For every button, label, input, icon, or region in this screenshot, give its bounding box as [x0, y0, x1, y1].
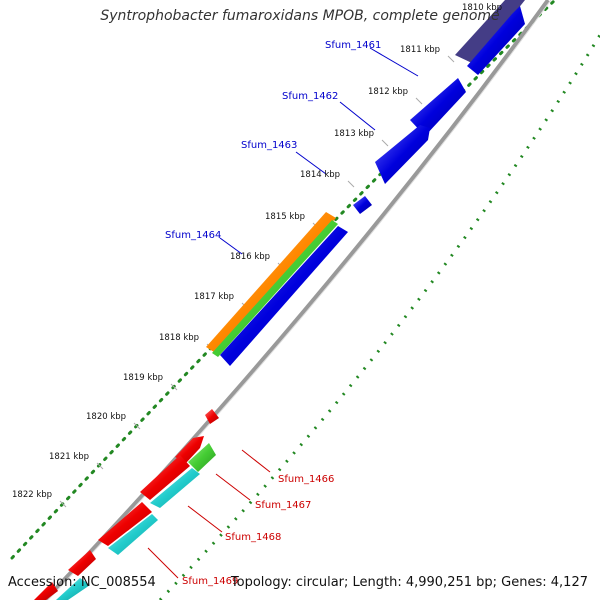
kbp-tick-11 [96, 462, 104, 470]
kbp-label-1818: 1818 kbp [159, 333, 199, 343]
kbp-label-1816: 1816 kbp [230, 252, 270, 262]
kbp-label-1819: 1819 kbp [123, 373, 163, 383]
kbp-label-1817: 1817 kbp [194, 292, 234, 302]
reverse-strand-genes [34, 409, 219, 600]
kbp-label-1814: 1814 kbp [300, 170, 340, 180]
kbp-tick-1 [447, 55, 455, 63]
kbp-tick-10 [133, 422, 141, 430]
gene-arrow-sfum-1462 [410, 78, 466, 136]
kbp-label-1811: 1811 kbp [400, 45, 440, 55]
kbp-label-1821: 1821 kbp [49, 452, 89, 462]
kbp-label-1820: 1820 kbp [86, 412, 126, 422]
gene-green-feature [212, 220, 338, 357]
gene-label-sfum-1467: Sfum_1467 [255, 500, 311, 511]
gene-label-sfum-1466: Sfum_1466 [278, 474, 334, 485]
gene-label-sfum-1462: Sfum_1462 [282, 91, 338, 102]
gene-arrow-sfum-1468-cyan [108, 514, 158, 555]
gene-arrow-sfum-1464 [220, 226, 348, 366]
kbp-tick-3 [381, 139, 389, 147]
gene-label-sfum-1464: Sfum_1464 [165, 230, 221, 241]
inner-dashed-ring [158, 34, 600, 600]
gene-arrow-sfum-1470 [34, 582, 58, 600]
gene-label-sfum-1469: Sfum_1469 [182, 576, 238, 587]
gene-arrow-sfum-1468 [98, 502, 152, 546]
kbp-tick-4 [347, 180, 355, 188]
genome-summary: Topology: circular; Length: 4,990,251 bp… [230, 575, 588, 590]
kbp-label-1813: 1813 kbp [334, 129, 374, 139]
gene-arrow-small-1 [353, 196, 372, 214]
gene-labels: Sfum_1461 Sfum_1462 Sfum_1463 Sfum_1464 … [165, 40, 381, 587]
gene-arrow-small-red [205, 409, 219, 424]
gene-arrow-sfum-1467-green [188, 443, 216, 472]
gene-label-sfum-1461: Sfum_1461 [325, 40, 381, 51]
gene-arrow-sfum-1469 [68, 550, 96, 576]
gene-orange-feature [206, 212, 336, 352]
label-leaders [147, 47, 419, 579]
gene-arrow-sfum-1466 [175, 436, 204, 463]
kbp-tick-9 [170, 383, 178, 391]
gene-label-sfum-1468: Sfum_1468 [225, 532, 281, 543]
kbp-tick-12 [59, 500, 67, 508]
gene-label-sfum-1463: Sfum_1463 [241, 140, 297, 151]
kbp-tick-marks [59, 13, 517, 508]
kbp-labels: 1810 kbp 1811 kbp 1812 kbp 1813 kbp 1814… [12, 3, 502, 500]
kbp-tick-2 [415, 97, 423, 105]
gene-arrow-sfum-1460-faded [455, 0, 525, 64]
kbp-label-1822: 1822 kbp [12, 490, 52, 500]
accession-label: Accession: NC_008554 [8, 575, 156, 590]
gene-arrow-sfum-1463 [375, 125, 430, 184]
kbp-label-1810: 1810 kbp [462, 3, 502, 13]
kbp-label-1812: 1812 kbp [368, 87, 408, 97]
gene-arrow-sfum-1469-cyan [56, 578, 90, 600]
gene-arrow-sfum-1461 [467, 6, 525, 75]
kbp-label-1815: 1815 kbp [265, 212, 305, 222]
gene-arrow-sfum-1466b [140, 455, 190, 500]
forward-strand-genes [206, 0, 525, 366]
gene-arrow-sfum-1467-cyan [150, 468, 200, 508]
genome-title: Syntrophobacter fumaroxidans MPOB, compl… [100, 8, 500, 24]
